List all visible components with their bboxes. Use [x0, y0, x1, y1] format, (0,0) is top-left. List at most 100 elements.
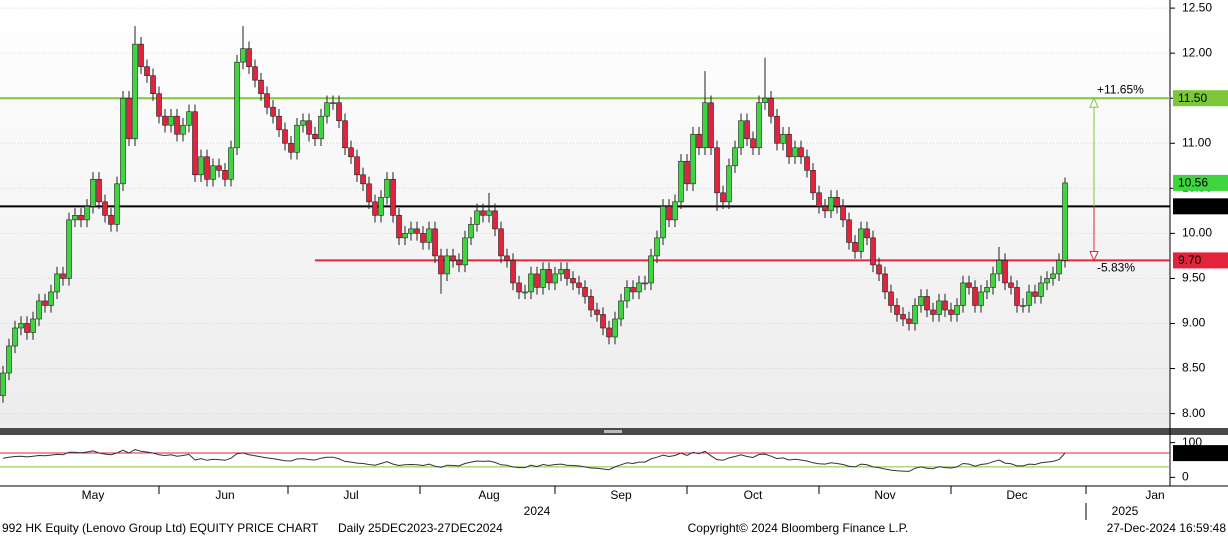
candle-body: [186, 111, 192, 126]
candle-body: [1002, 260, 1008, 284]
candle-body: [516, 282, 522, 293]
change-label: -5.83%: [1097, 261, 1135, 275]
candle-body: [876, 264, 882, 275]
candle-body: [240, 48, 246, 63]
change-label: +11.65%: [1097, 82, 1144, 96]
candle-body: [156, 93, 162, 117]
candle-body: [972, 287, 978, 306]
candle-body: [1020, 305, 1026, 307]
candle-body: [534, 273, 540, 288]
candle-body: [1050, 273, 1056, 279]
candle-body: [1056, 260, 1062, 275]
candle-body: [546, 269, 552, 284]
candle-body: [918, 296, 924, 306]
candle-body: [54, 273, 60, 293]
last-price-tag-bg: [1173, 174, 1228, 191]
chart-subtitle: Daily 25DEC2023-27DEC2024: [338, 521, 503, 535]
candle-body: [108, 215, 114, 225]
candle-body: [450, 255, 456, 261]
candle-body: [816, 192, 822, 207]
candle-body: [612, 318, 618, 338]
candle-body: [594, 309, 600, 315]
y-tick-label: 8.00: [1182, 406, 1206, 420]
candle-body: [312, 133, 318, 140]
candle-body: [234, 61, 240, 149]
candle-body: [996, 260, 1002, 275]
candle-body: [222, 169, 228, 180]
candle-body: [348, 147, 354, 158]
candle-body: [552, 273, 558, 284]
candle-body: [228, 147, 234, 180]
x-tick-label: Jul: [343, 488, 358, 502]
candle-body: [72, 215, 78, 221]
candle-body: [306, 120, 312, 135]
candle-body: [936, 300, 942, 315]
indicator-tag-bg: [1173, 445, 1228, 462]
candle-body: [30, 318, 36, 333]
candle-body: [384, 179, 390, 198]
candle-body: [930, 309, 936, 315]
candle-body: [126, 97, 132, 140]
x-tick-label: Sep: [610, 488, 632, 502]
candle-body: [90, 179, 96, 207]
candle-body: [120, 97, 126, 185]
candle-body: [558, 269, 564, 275]
candle-body: [390, 179, 396, 216]
candle-body: [762, 97, 768, 104]
candle-body: [342, 120, 348, 149]
candle-body: [576, 282, 582, 288]
candle-body: [210, 165, 216, 180]
candle-body: [180, 124, 186, 135]
candle-body: [36, 300, 42, 320]
candle-body: [84, 206, 90, 221]
candle-body: [690, 133, 696, 185]
price-panel: [0, 0, 1170, 428]
indicator-tick-label: 0: [1182, 470, 1189, 484]
candle-body: [192, 111, 198, 176]
candle-body: [774, 115, 780, 144]
candle-body: [852, 242, 858, 252]
candle-body: [246, 48, 252, 67]
candle-body: [438, 255, 444, 275]
y-tick-label: 8.50: [1182, 361, 1206, 375]
candle-body: [288, 142, 294, 153]
year-label: 2025: [1112, 504, 1139, 518]
candle-body: [696, 133, 702, 149]
candle-body: [96, 179, 102, 203]
candle-body: [294, 124, 300, 153]
candle-body: [414, 228, 420, 234]
candle-body: [894, 305, 900, 315]
copyright: Copyright© 2024 Bloomberg Finance L.P.: [688, 521, 909, 535]
level-tag: 10.30: [1178, 199, 1208, 213]
candle-body: [1062, 182, 1068, 261]
candle-body: [606, 327, 612, 338]
candle-body: [330, 102, 336, 105]
candle-body: [672, 201, 678, 221]
candle-body: [498, 228, 504, 257]
level-tag-bg: [1173, 252, 1228, 269]
candle-body: [420, 233, 426, 243]
arrow-head: [1089, 250, 1099, 262]
candle-body: [78, 215, 84, 221]
candle-body: [840, 206, 846, 221]
candle-body: [354, 156, 360, 176]
candle-body: [792, 147, 798, 158]
year-label: 2024: [524, 504, 551, 518]
candle-body: [720, 192, 726, 203]
candle-body: [150, 75, 156, 95]
level-tag-bg: [1173, 198, 1228, 215]
candle-body: [486, 210, 492, 216]
divider-handle: [604, 430, 622, 433]
candle-body: [870, 237, 876, 266]
candle-body: [138, 43, 144, 67]
candle-body: [618, 300, 624, 320]
last-price-tag: 10.56: [1178, 176, 1208, 190]
candle-body: [270, 106, 276, 117]
candle-body: [60, 273, 66, 279]
candle-body: [732, 147, 738, 167]
candle-body: [258, 79, 264, 95]
candle-body: [468, 224, 474, 239]
candle-body: [684, 160, 690, 185]
x-tick-label: Dec: [1006, 488, 1027, 502]
